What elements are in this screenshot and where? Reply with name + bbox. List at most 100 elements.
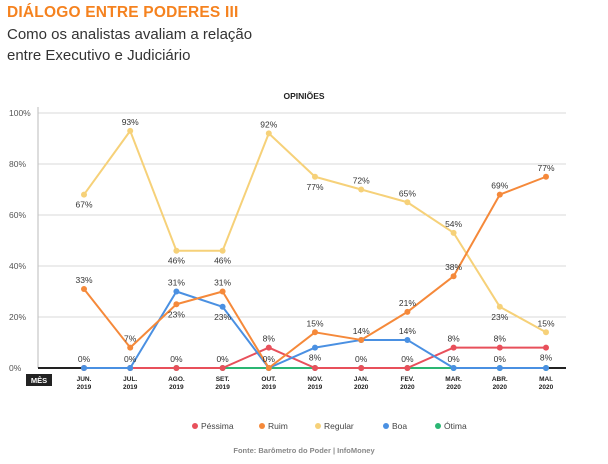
data-label: 92% [260, 119, 277, 129]
x-tick-label-year: 2019 [123, 384, 138, 391]
data-point-regular [312, 173, 318, 180]
data-label: 21% [399, 298, 416, 308]
subtitle-line-1: Como os analistas avaliam a relação [7, 26, 253, 43]
data-label: 23% [168, 309, 185, 319]
data-point-boa [496, 365, 503, 371]
data-label: 67% [75, 200, 92, 210]
data-label: 14% [353, 326, 370, 336]
x-axis-label-box [26, 374, 52, 386]
x-tick-label: OUT. [261, 376, 276, 383]
data-point-pessima [173, 365, 180, 371]
data-point-pessima [450, 344, 457, 351]
data-point-ruim [358, 336, 365, 343]
data-point-regular [173, 247, 180, 254]
data-point-ruim [81, 285, 87, 292]
data-label: 77% [306, 182, 323, 192]
data-point-boa [404, 336, 411, 343]
data-label: 23% [214, 312, 231, 322]
data-label: 0% [124, 354, 137, 364]
data-label: 69% [491, 181, 508, 191]
data-point-ruim [496, 191, 503, 198]
x-tick-label: JUL. [123, 376, 137, 383]
legend-swatch [435, 423, 441, 429]
y-tick-label: 40% [9, 261, 26, 271]
data-label: 38% [445, 262, 462, 272]
data-point-regular [358, 186, 365, 193]
data-label: 77% [537, 163, 554, 173]
x-tick-label-year: 2019 [169, 384, 184, 391]
data-point-boa [173, 288, 180, 295]
x-tick-label-year: 2019 [262, 384, 277, 391]
data-label: 15% [306, 318, 323, 328]
data-label: 0% [494, 354, 507, 364]
data-point-regular [450, 229, 457, 236]
x-tick-label: JAN. [354, 376, 369, 383]
data-point-pessima [312, 365, 318, 371]
data-point-boa [81, 365, 87, 371]
x-tick-label-year: 2020 [539, 384, 554, 391]
x-tick-label: SET. [216, 376, 230, 383]
x-tick-label: MAI. [539, 376, 553, 383]
data-label: 46% [214, 256, 231, 266]
series-line-regular [83, 129, 547, 334]
legend-swatch [192, 423, 198, 429]
x-tick-label: JUN. [77, 376, 92, 383]
x-tick-label: FEV. [400, 376, 414, 383]
y-tick-label: 0% [9, 363, 22, 373]
x-tick-label-year: 2020 [400, 384, 415, 391]
data-label: 8% [263, 334, 276, 344]
data-point-ruim [173, 301, 180, 308]
data-point-pessima [543, 344, 549, 351]
y-tick-label: 20% [9, 312, 26, 322]
data-point-pessima [265, 344, 272, 351]
data-point-pessima [219, 365, 226, 371]
data-point-boa [127, 365, 134, 371]
data-point-pessima [404, 365, 411, 371]
data-point-regular [404, 199, 411, 206]
data-point-regular [219, 247, 226, 254]
data-label: 23% [491, 312, 508, 322]
data-point-ruim [219, 288, 226, 295]
data-label: 93% [122, 117, 139, 127]
data-point-ruim [127, 344, 134, 351]
data-label: 0% [216, 354, 229, 364]
data-label: 0% [401, 354, 414, 364]
series-line-ruim [83, 175, 547, 369]
data-label: 33% [75, 275, 92, 285]
data-point-regular [81, 191, 87, 198]
data-point-ruim [265, 365, 272, 371]
data-point-ruim [450, 273, 457, 280]
data-point-regular [496, 303, 503, 310]
page-title: DIÁLOGO ENTRE PODERES III [7, 4, 239, 21]
data-label: 31% [168, 278, 185, 288]
data-label: 8% [540, 353, 553, 363]
data-label: 0% [447, 354, 460, 364]
data-point-regular [265, 130, 272, 137]
legend-label: Péssima [201, 421, 234, 431]
legend-swatch [315, 423, 321, 429]
data-label: 46% [168, 256, 185, 266]
legend-label: Boa [392, 421, 407, 431]
data-label: 8% [309, 353, 322, 363]
legend-swatch [383, 423, 389, 429]
data-label: 14% [399, 326, 416, 336]
data-label: 0% [263, 354, 276, 364]
x-tick-label-year: 2020 [354, 384, 369, 391]
data-point-boa [543, 365, 549, 371]
data-point-ruim [543, 173, 549, 180]
data-point-ruim [312, 329, 318, 336]
data-label: 0% [78, 354, 91, 364]
y-tick-label: 60% [9, 210, 26, 220]
data-point-boa [312, 344, 318, 351]
x-axis-label: MÊS [31, 376, 47, 385]
data-point-regular [127, 127, 134, 134]
data-label: 0% [355, 354, 368, 364]
legend-label: Regular [324, 421, 354, 431]
subtitle-line-2: entre Executivo e Judiciário [7, 47, 191, 64]
x-tick-label-year: 2019 [308, 384, 323, 391]
data-label: 72% [353, 176, 370, 186]
data-label: 0% [170, 354, 183, 364]
x-tick-label: NOV. [307, 376, 322, 383]
data-label: 54% [445, 219, 462, 229]
data-label: 8% [494, 334, 507, 344]
